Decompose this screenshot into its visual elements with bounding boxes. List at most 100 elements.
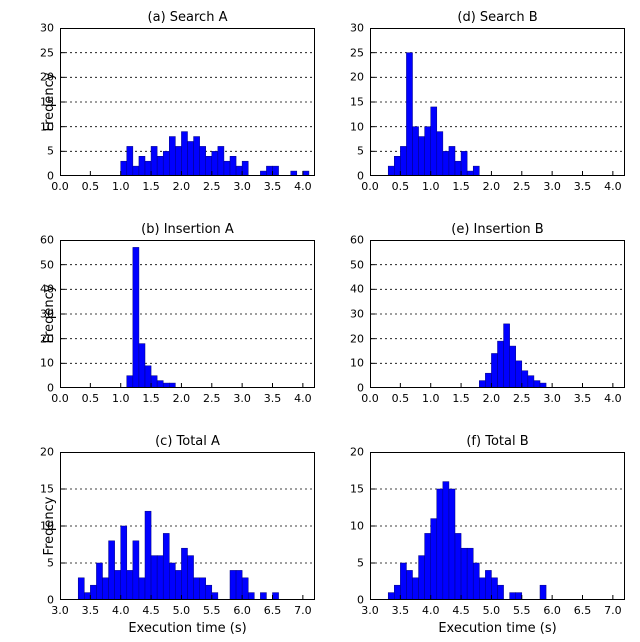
bar	[406, 53, 412, 176]
ytick-label: 5	[357, 557, 364, 570]
bar	[200, 578, 206, 600]
bar	[479, 381, 485, 388]
xtick-label: 0.0	[361, 180, 379, 193]
bar	[467, 548, 473, 600]
xtick-label: 7.0	[604, 604, 622, 617]
bar	[121, 161, 127, 176]
xtick-label: 3.5	[82, 604, 100, 617]
xtick-label: 1.5	[142, 392, 160, 405]
bar	[151, 146, 157, 176]
ytick-label: 15	[40, 483, 54, 496]
xtick-label: 6.5	[574, 604, 592, 617]
ytick-label: 60	[350, 234, 364, 247]
bar	[145, 161, 151, 176]
xtick-label: 6.0	[543, 604, 561, 617]
bar	[449, 146, 455, 176]
ytick-label: 15	[350, 96, 364, 109]
bar	[145, 366, 151, 388]
panel-c: (c) Total AFreqencyExecution time (s)051…	[60, 452, 315, 600]
xtick-label: 0.5	[392, 392, 410, 405]
bar	[78, 578, 84, 600]
bar	[133, 166, 139, 176]
xtick-label: 3.5	[264, 392, 282, 405]
bar	[491, 353, 497, 388]
ytick-label: 10	[350, 357, 364, 370]
bar	[516, 361, 522, 388]
bar	[194, 578, 200, 600]
xtick-label: 7.0	[294, 604, 312, 617]
bar	[388, 593, 394, 600]
bar	[139, 156, 145, 176]
xtick-label: 3.5	[574, 180, 592, 193]
bar	[206, 156, 212, 176]
xtick-label: 1.5	[452, 180, 470, 193]
bar	[510, 593, 516, 600]
ytick-label: 5	[47, 557, 54, 570]
bar	[443, 482, 449, 600]
xtick-label: 3.5	[392, 604, 410, 617]
bar	[485, 570, 491, 600]
xtick-label: 3.0	[361, 604, 379, 617]
bar	[400, 146, 406, 176]
xtick-label: 2.0	[173, 180, 191, 193]
bar	[157, 381, 163, 388]
bar	[200, 146, 206, 176]
ytick-label: 10	[350, 520, 364, 533]
bar	[437, 489, 443, 600]
bar	[236, 166, 242, 176]
bar	[127, 146, 133, 176]
ytick-label: 25	[40, 46, 54, 59]
ytick-label: 10	[40, 357, 54, 370]
xtick-label: 5.0	[483, 604, 501, 617]
bar	[109, 541, 115, 600]
ytick-label: 25	[350, 46, 364, 59]
bar	[431, 107, 437, 176]
xtick-label: 3.0	[233, 180, 251, 193]
bar	[157, 156, 163, 176]
bar	[491, 578, 497, 600]
xtick-label: 1.0	[422, 180, 440, 193]
bar	[485, 373, 491, 388]
xtick-label: 2.0	[173, 392, 191, 405]
bar	[139, 344, 145, 388]
panel-e: (e) Insertion B01020304050600.00.51.01.5…	[370, 240, 625, 388]
bar	[388, 166, 394, 176]
xtick-label: 3.0	[51, 604, 69, 617]
bar	[504, 324, 510, 388]
bar	[449, 489, 455, 600]
ytick-label: 5	[47, 145, 54, 158]
xtick-label: 4.5	[452, 604, 470, 617]
plot-area-b	[60, 240, 315, 388]
ytick-label: 10	[40, 120, 54, 133]
bar	[425, 533, 431, 600]
panel-f: (f) Total BExecution time (s)051015203.0…	[370, 452, 625, 600]
ytick-label: 30	[350, 308, 364, 321]
bar	[540, 585, 546, 600]
bar	[151, 376, 157, 388]
plot-area-e	[370, 240, 625, 388]
bar	[90, 585, 96, 600]
bar	[133, 247, 139, 388]
bar	[394, 156, 400, 176]
bar	[188, 556, 194, 600]
bar	[473, 166, 479, 176]
panel-title-c: (c) Total A	[60, 434, 315, 449]
panel-d: (d) Search B0510152025300.00.51.01.52.02…	[370, 28, 625, 176]
plot-area-d	[370, 28, 625, 176]
panel-title-f: (f) Total B	[370, 434, 625, 449]
ytick-label: 10	[350, 120, 364, 133]
xtick-label: 3.5	[574, 392, 592, 405]
xtick-label: 2.5	[513, 180, 531, 193]
xtick-label: 4.0	[422, 604, 440, 617]
ytick-label: 20	[350, 446, 364, 459]
bar	[103, 578, 109, 600]
ytick-label: 40	[40, 283, 54, 296]
plot-area-c	[60, 452, 315, 600]
xtick-label: 0.0	[51, 392, 69, 405]
xtick-label: 4.0	[112, 604, 130, 617]
bar	[273, 166, 279, 176]
bar	[139, 578, 145, 600]
xtick-label: 2.5	[513, 392, 531, 405]
xtick-label: 1.0	[112, 180, 130, 193]
ytick-label: 5	[357, 145, 364, 158]
